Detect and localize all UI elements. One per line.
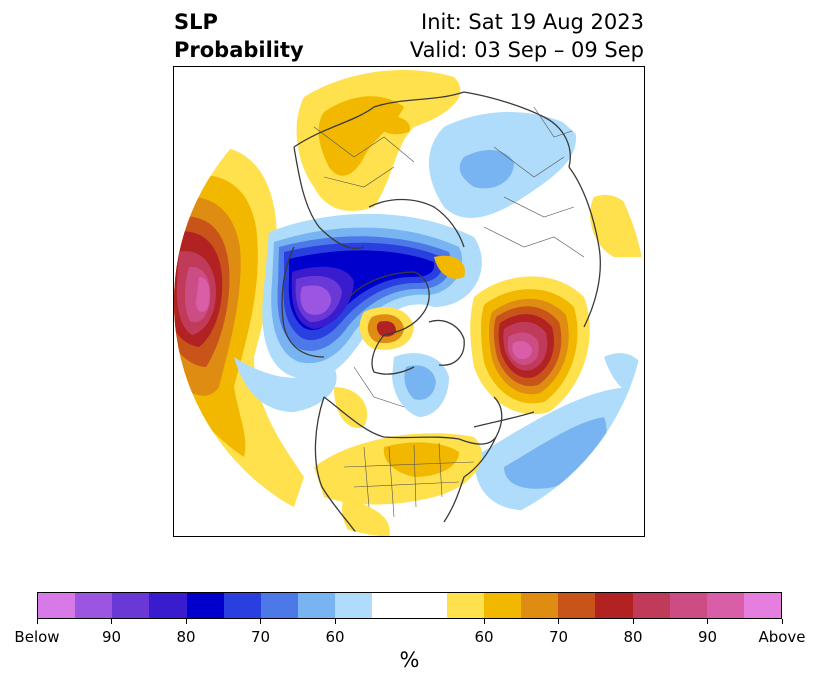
colorbar-segment <box>298 593 336 618</box>
polar-map <box>174 67 644 536</box>
colorbar-segment <box>335 593 373 618</box>
init-date: Init: Sat 19 Aug 2023 <box>421 10 644 34</box>
colorbar-tick-label: 90 <box>101 628 122 646</box>
title-left: SLP Probability <box>174 8 304 64</box>
colorbar-segment <box>112 593 150 618</box>
colorbar-tick-label: 70 <box>548 628 569 646</box>
colorbar-tick-label: 60 <box>474 628 494 646</box>
colorbar-segment <box>558 593 596 618</box>
colorbar-segment <box>186 593 224 618</box>
colorbar-units: % <box>399 648 420 672</box>
colorbar-tick <box>781 619 783 624</box>
colorbar-segment <box>743 593 782 618</box>
colorbar-tick <box>707 619 708 624</box>
map-panel <box>173 66 645 537</box>
colorbar-tick <box>36 619 38 624</box>
colorbar-tick-label: 80 <box>623 628 643 646</box>
colorbar-tick-label: 60 <box>325 628 345 646</box>
colorbar-tick <box>483 619 485 624</box>
colorbar-segment <box>149 593 187 618</box>
colorbar-tick-label: Below <box>14 628 60 646</box>
colorbar-tick-label: 90 <box>697 628 718 646</box>
colorbar-tick <box>185 619 187 624</box>
variable-subtitle: Probability <box>174 38 304 62</box>
borders <box>313 106 585 518</box>
colorbar-tick <box>111 619 112 624</box>
colorbar-segment <box>483 593 522 618</box>
colorbar-segment <box>260 593 299 618</box>
colorbar-ticks: Below 90 80 70 60 60 70 80 90 Above <box>14 619 806 649</box>
colorbar-segment <box>409 593 447 618</box>
anomaly-above-canada-arctic <box>359 307 414 350</box>
valid-dates: Valid: 03 Sep – 09 Sep <box>409 38 644 62</box>
colorbar-tick <box>558 619 559 624</box>
colorbar-tick-label: Above <box>758 628 806 646</box>
colorbar-segment <box>446 593 484 618</box>
colorbar-tick-label: 70 <box>250 628 271 646</box>
anomaly-above-pacific <box>174 144 304 507</box>
title-right: Init: Sat 19 Aug 2023 Valid: 03 Sep – 09… <box>410 8 644 64</box>
colorbar-tick <box>260 619 261 624</box>
colorbar <box>37 592 782 619</box>
variable-title: SLP <box>174 10 218 34</box>
colorbar-segment <box>669 593 707 618</box>
colorbar-segment <box>372 593 410 618</box>
colorbar-segment <box>223 593 261 618</box>
anomaly-below-asia <box>429 112 576 218</box>
colorbar-tick <box>632 619 634 624</box>
colorbar-tick-label: 80 <box>176 628 196 646</box>
anomaly-above-atlantic <box>470 276 590 415</box>
colorbar-segment <box>632 593 670 618</box>
anomaly-below-canada <box>234 353 449 417</box>
colorbar-segment <box>38 593 76 618</box>
colorbar-segment <box>706 593 744 618</box>
anomaly-below-arctic <box>262 213 482 380</box>
colorbar-tick <box>334 619 336 624</box>
colorbar-segment <box>595 593 633 618</box>
colorbar-segment <box>521 593 559 618</box>
colorbar-segment <box>75 593 113 618</box>
